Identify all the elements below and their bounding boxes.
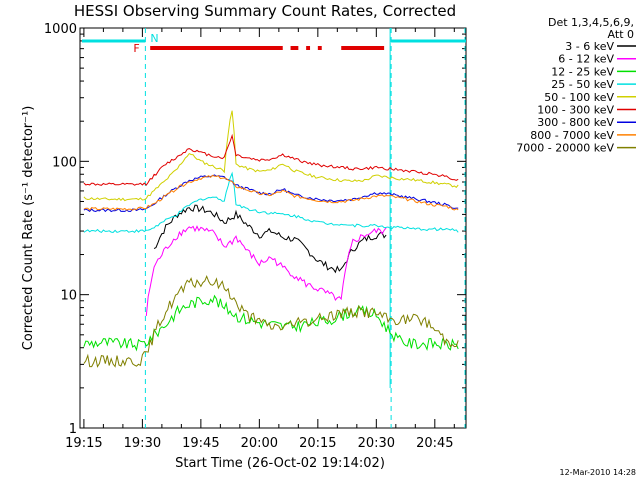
y-tick-label: 1000 bbox=[44, 22, 77, 37]
legend-header-line-2: Att 0 bbox=[608, 28, 634, 41]
series-line bbox=[153, 204, 387, 274]
series-line bbox=[83, 274, 459, 368]
plot-frame bbox=[79, 27, 467, 429]
x-tick-label: 20:45 bbox=[416, 436, 453, 451]
flare-flag-label: F bbox=[133, 42, 139, 55]
x-tick-label: 19:15 bbox=[65, 436, 102, 451]
night-flag-label: N bbox=[150, 32, 158, 45]
y-tick-label: 100 bbox=[52, 155, 77, 170]
legend-entry-label: 3 - 6 keV bbox=[565, 40, 614, 53]
legend-entry-label: 12 - 25 keV bbox=[551, 65, 614, 78]
series-line bbox=[83, 174, 459, 211]
y-axis-label: Corrected Count Rate (s⁻¹ detector⁻¹) bbox=[21, 106, 36, 351]
x-tick-label: 20:30 bbox=[358, 436, 395, 451]
x-tick-label: 20:00 bbox=[241, 436, 278, 451]
series-line bbox=[83, 110, 459, 202]
legend-entry-label: 25 - 50 keV bbox=[551, 78, 614, 91]
legend-entry-label: 300 - 800 keV bbox=[537, 116, 614, 129]
footer-timestamp: 12-Mar-2010 14:28 bbox=[560, 468, 637, 477]
x-tick-label: 19:30 bbox=[124, 436, 161, 451]
y-tick-label: 1 bbox=[69, 422, 77, 437]
x-axis-label: Start Time (26-Oct-02 19:14:02) bbox=[175, 456, 385, 471]
legend-entry-label: 800 - 7000 keV bbox=[530, 129, 614, 142]
chart-title: HESSI Observing Summary Count Rates, Cor… bbox=[74, 2, 456, 20]
legend-entry-label: 6 - 12 keV bbox=[558, 53, 614, 66]
y-tick-label: 10 bbox=[60, 289, 77, 304]
x-tick-label: 19:45 bbox=[182, 436, 219, 451]
plot-area: NF bbox=[79, 27, 467, 429]
series-line bbox=[83, 133, 459, 186]
series-line bbox=[83, 294, 459, 352]
x-tick-label: 20:15 bbox=[299, 436, 336, 451]
legend-header-line-1: Det 1,3,4,5,6,9, bbox=[548, 16, 634, 29]
legend-entry-label: 7000 - 20000 keV bbox=[516, 142, 614, 155]
x-tick-labels: 19:15 19:30 19:45 20:00 20:15 20:30 20:45 bbox=[65, 436, 453, 451]
legend-entry-label: 100 - 300 keV bbox=[537, 104, 614, 117]
y-tick-labels: 1 10 100 1000 bbox=[44, 22, 77, 437]
series-line bbox=[83, 174, 459, 213]
series-line bbox=[83, 171, 459, 234]
series-line bbox=[145, 225, 387, 317]
legend-entry-label: 50 - 100 keV bbox=[544, 91, 614, 104]
